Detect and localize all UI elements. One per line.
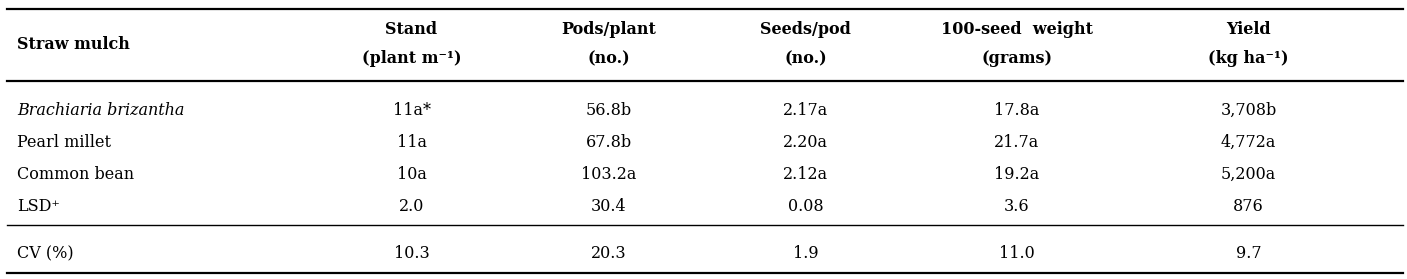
Text: (no.): (no.) [784, 50, 827, 67]
Text: 11.0: 11.0 [999, 246, 1034, 262]
Text: 0.08: 0.08 [788, 198, 823, 215]
Text: 103.2a: 103.2a [581, 166, 636, 183]
Text: 9.7: 9.7 [1235, 246, 1262, 262]
Text: 10.3: 10.3 [394, 246, 429, 262]
Text: 19.2a: 19.2a [993, 166, 1040, 183]
Text: (grams): (grams) [981, 50, 1052, 67]
Text: Yield: Yield [1227, 21, 1271, 38]
Text: 56.8b: 56.8b [585, 102, 632, 119]
Text: 3.6: 3.6 [1003, 198, 1030, 215]
Text: 876: 876 [1234, 198, 1263, 215]
Text: 11a*: 11a* [393, 102, 431, 119]
Text: 17.8a: 17.8a [993, 102, 1040, 119]
Text: 21.7a: 21.7a [993, 134, 1040, 151]
Text: Pearl millet: Pearl millet [17, 134, 111, 151]
Text: 67.8b: 67.8b [585, 134, 632, 151]
Text: CV (%): CV (%) [17, 246, 73, 262]
Text: Seeds/pod: Seeds/pod [760, 21, 851, 38]
Text: (no.): (no.) [587, 50, 630, 67]
Text: 30.4: 30.4 [591, 198, 626, 215]
Text: Pods/plant: Pods/plant [561, 21, 656, 38]
Text: 10a: 10a [397, 166, 426, 183]
Text: Stand: Stand [386, 21, 438, 38]
Text: 2.20a: 2.20a [784, 134, 827, 151]
Text: 4,772a: 4,772a [1221, 134, 1276, 151]
Text: 11a: 11a [397, 134, 426, 151]
Text: 100-seed  weight: 100-seed weight [940, 21, 1093, 38]
Text: Straw mulch: Straw mulch [17, 36, 129, 53]
Text: 2.0: 2.0 [398, 198, 425, 215]
Text: Brachiaria brizantha: Brachiaria brizantha [17, 102, 184, 119]
Text: (plant m⁻¹): (plant m⁻¹) [362, 50, 461, 67]
Text: Common bean: Common bean [17, 166, 134, 183]
Text: 1.9: 1.9 [792, 246, 819, 262]
Text: 3,708b: 3,708b [1221, 102, 1276, 119]
Text: (kg ha⁻¹): (kg ha⁻¹) [1209, 50, 1289, 67]
Text: 5,200a: 5,200a [1221, 166, 1276, 183]
Text: 2.17a: 2.17a [782, 102, 829, 119]
Text: 20.3: 20.3 [591, 246, 626, 262]
Text: 2.12a: 2.12a [782, 166, 829, 183]
Text: LSD⁺: LSD⁺ [17, 198, 59, 215]
